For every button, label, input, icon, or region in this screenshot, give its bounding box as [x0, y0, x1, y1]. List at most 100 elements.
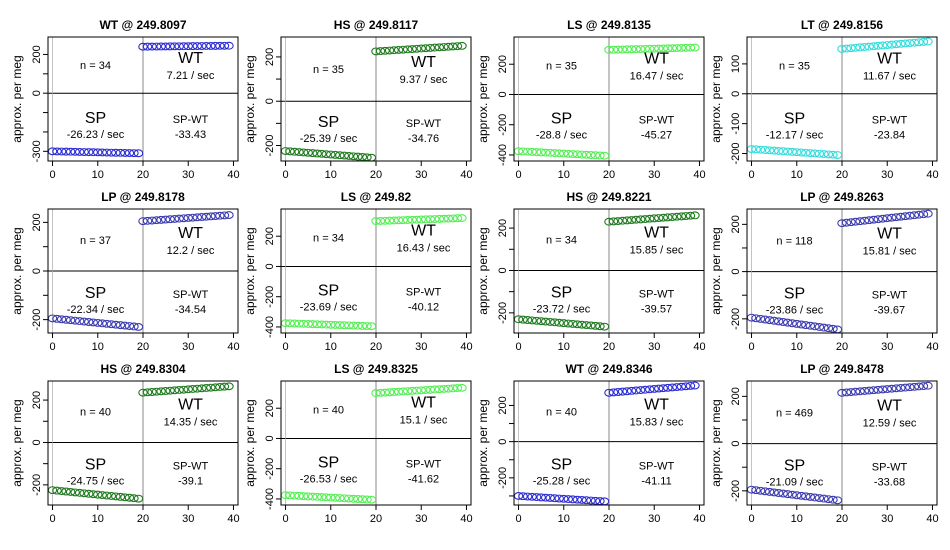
sp-point: [88, 318, 98, 327]
x-tick-label: 20: [603, 513, 615, 525]
wt-point: [188, 42, 198, 51]
sp-rate: -25.28 / sec: [533, 475, 591, 487]
wt-point: [430, 43, 440, 52]
wt-point: [375, 216, 386, 225]
wt-point: [430, 385, 440, 394]
wt-point: [608, 388, 619, 397]
wt-label: WT: [877, 397, 902, 414]
wt-point: [402, 216, 413, 224]
sp-point: [79, 148, 89, 156]
y-axis-title: approx. per meg: [10, 227, 24, 314]
wt-rate: 11.67 / sec: [863, 70, 916, 82]
wt-point: [411, 44, 422, 53]
wt-point: [407, 215, 417, 224]
wt-point: [452, 214, 463, 223]
x-tick-label: 40: [227, 169, 239, 181]
wt-label: WT: [644, 51, 669, 68]
wt-point: [672, 44, 682, 53]
wt-point: [649, 385, 659, 393]
wt-point: [626, 45, 637, 54]
wt-point: [864, 42, 874, 51]
wt-rate: 12.59 / sec: [863, 417, 917, 429]
sp-label: SP: [318, 114, 339, 131]
sp-point: [289, 147, 300, 156]
y-tick-label: 0: [31, 439, 43, 445]
wt-point: [622, 45, 632, 54]
sp-point: [764, 146, 775, 155]
x-tick-label: 0: [748, 341, 754, 353]
sp-point: [773, 146, 784, 155]
sp-point: [522, 147, 533, 156]
wt-point: [448, 214, 458, 223]
sp-point: [581, 321, 592, 330]
sp-point: [760, 315, 770, 324]
wt-point: [384, 46, 395, 55]
wt-point: [215, 383, 225, 391]
wt-label: WT: [178, 50, 203, 67]
wt-label: WT: [411, 223, 436, 240]
sp-point: [52, 486, 62, 495]
wt-rate: 7.21 / sec: [167, 70, 215, 82]
wt-point: [667, 213, 678, 221]
sp-point: [540, 317, 551, 326]
x-tick-label: 0: [515, 341, 521, 353]
sp-point: [93, 148, 103, 157]
wt-point: [868, 42, 879, 51]
sp-point: [348, 321, 359, 330]
wt-point: [882, 385, 892, 394]
wt-point: [210, 212, 221, 220]
sp-label: SP: [85, 110, 106, 127]
sp-point: [568, 495, 578, 504]
sp-point: [545, 318, 555, 326]
wt-point: [425, 215, 436, 224]
n-label: n = 34: [80, 60, 111, 72]
wt-point: [160, 42, 171, 51]
sp-point: [751, 486, 761, 495]
sp-point: [321, 320, 331, 329]
wt-point: [371, 389, 381, 398]
y-tick-label: 200: [730, 387, 742, 405]
sp-rate: -24.75 / sec: [67, 476, 125, 488]
sp-point: [366, 495, 377, 504]
wt-point: [873, 385, 883, 394]
n-label: n = 469: [776, 407, 813, 419]
chart-panel: HS @ 249.8117 n = 35 WT 9.37 / sec SP -25.39 …: [243, 18, 473, 181]
wt-point: [443, 384, 454, 393]
sp-point: [289, 491, 300, 500]
sp-rate: -25.39 / sec: [300, 133, 358, 145]
panel-title: LP @ 249.8478: [800, 362, 884, 376]
x-tick-label: 0: [49, 341, 55, 353]
wt-point: [147, 388, 157, 396]
sp-point: [97, 319, 108, 328]
wt-point: [138, 217, 148, 226]
sp-point: [307, 492, 318, 501]
spwt-value: -41.11: [641, 475, 671, 487]
wt-point: [439, 43, 449, 51]
wt-label: WT: [644, 396, 669, 413]
sp-point: [335, 151, 345, 160]
sp-point: [769, 488, 779, 497]
wt-point: [658, 213, 669, 222]
sp-point: [111, 320, 121, 329]
wt-point: [215, 41, 225, 50]
sp-point: [357, 495, 368, 504]
sp-point: [527, 147, 537, 156]
wt-point: [873, 41, 883, 50]
x-tick-label: 20: [370, 341, 382, 353]
wt-point: [663, 44, 673, 53]
wt-point: [640, 385, 650, 394]
wt-point: [219, 211, 230, 220]
sp-point: [792, 148, 802, 157]
wt-point: [672, 212, 682, 221]
wt-point: [142, 216, 153, 225]
wt-point: [425, 385, 436, 394]
n-label: n = 35: [546, 61, 577, 73]
x-tick-label: 30: [648, 513, 660, 525]
sp-point: [527, 316, 537, 325]
y-tick-label: 100: [730, 55, 742, 73]
wt-point: [846, 218, 856, 227]
wt-point: [617, 45, 628, 54]
wt-label: WT: [411, 54, 436, 71]
sp-point: [106, 492, 117, 500]
sp-point: [760, 146, 770, 154]
